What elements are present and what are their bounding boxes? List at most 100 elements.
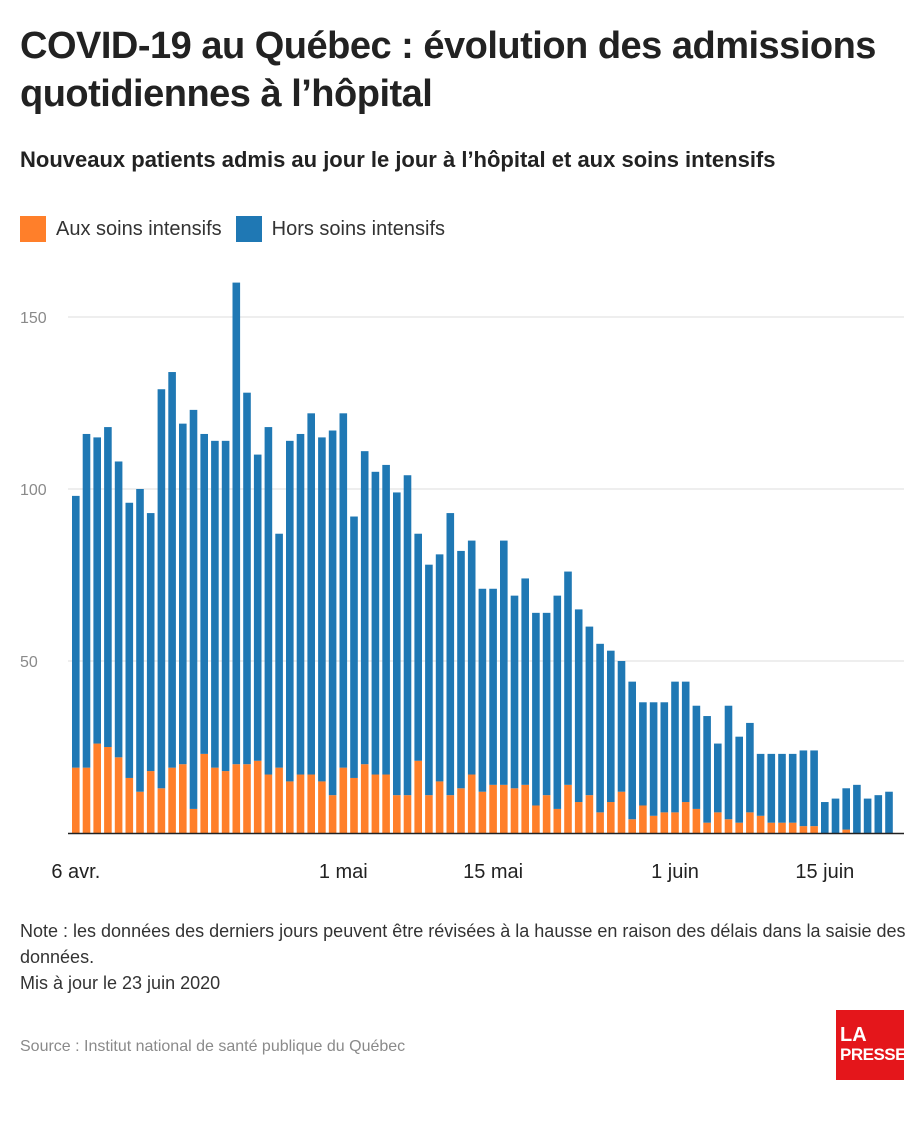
bar-icu xyxy=(617,791,626,833)
bar-chart: 50 100 150 6 avr. 1 mai 15 mai 1 juin 15 juin xyxy=(20,282,904,883)
bar-non-icu xyxy=(286,440,294,782)
bar-non-icu xyxy=(393,492,401,796)
bar-icu xyxy=(114,757,123,833)
bar-non-icu xyxy=(435,554,444,782)
bar-non-icu xyxy=(328,430,337,796)
bar-icu xyxy=(104,747,112,833)
bar-non-icu xyxy=(179,423,187,765)
bar-icu xyxy=(542,795,551,833)
bar-icu xyxy=(307,774,315,833)
bar-icu xyxy=(457,788,465,833)
bar-non-icu xyxy=(93,437,101,744)
bar-icu xyxy=(296,774,305,833)
bar-icu xyxy=(157,788,166,833)
bar-non-icu xyxy=(446,513,455,796)
bar-non-icu xyxy=(243,392,251,765)
bar-non-icu xyxy=(617,661,626,792)
bar-non-icu xyxy=(799,750,808,827)
bar-non-icu xyxy=(157,389,166,789)
bar-icu xyxy=(318,781,326,833)
bar-non-icu xyxy=(489,588,497,785)
bar-non-icu xyxy=(628,681,636,820)
bar-icu xyxy=(211,767,219,833)
la-presse-logo: LA PRESSE xyxy=(836,1010,906,1080)
bar-non-icu xyxy=(382,464,390,775)
bar-non-icu xyxy=(724,705,733,820)
y-tick-label: 100 xyxy=(20,482,47,499)
bar-icu xyxy=(82,767,91,833)
bar-icu xyxy=(168,767,176,833)
bar-icu xyxy=(639,805,647,833)
bar-icu xyxy=(425,795,433,833)
bar-icu xyxy=(724,819,733,833)
legend-swatch-non-icu xyxy=(235,216,262,242)
bar-icu xyxy=(842,829,850,833)
bar-non-icu xyxy=(200,433,208,754)
y-tick-label: 50 xyxy=(20,654,38,671)
bar-icu xyxy=(564,784,572,833)
bar-non-icu xyxy=(264,427,273,775)
bar-icu xyxy=(692,808,701,833)
bar-non-icu xyxy=(821,802,829,833)
bar-non-icu xyxy=(842,788,850,830)
bar-icu xyxy=(703,822,711,833)
bar-icu xyxy=(628,819,636,833)
legend-swatch-icu xyxy=(20,216,46,242)
bar-icu xyxy=(767,822,776,833)
x-tick-label: 15 mai xyxy=(463,861,523,883)
bar-non-icu xyxy=(339,413,348,768)
bar-non-icu xyxy=(72,495,80,768)
bar-icu xyxy=(799,826,808,833)
bar-non-icu xyxy=(467,540,476,775)
bar-non-icu xyxy=(360,451,369,765)
bar-non-icu xyxy=(350,516,358,778)
legend-item-non-icu: Hors soins intensifs xyxy=(235,216,445,242)
bar-icu xyxy=(360,764,369,833)
bar-non-icu xyxy=(275,533,283,768)
logo-line-2: PRESSE xyxy=(840,1045,906,1064)
bar-non-icu xyxy=(831,798,840,833)
bar-icu xyxy=(778,822,786,833)
bar-icu xyxy=(179,764,187,833)
bar-non-icu xyxy=(168,372,176,768)
bar-non-icu xyxy=(532,612,540,806)
bar-icu xyxy=(125,777,134,833)
bar-non-icu xyxy=(767,753,776,823)
bar-icu xyxy=(350,777,358,833)
bar-non-icu xyxy=(671,681,679,813)
bar-icu xyxy=(596,812,604,833)
bar-non-icu xyxy=(874,795,883,833)
bar-icu xyxy=(72,767,80,833)
bar-icu xyxy=(553,808,562,833)
bar-icu xyxy=(253,760,262,833)
bar-icu xyxy=(500,784,508,833)
bar-icu xyxy=(264,774,273,833)
logo-line-1: LA xyxy=(840,1024,867,1046)
bar-icu xyxy=(232,764,241,833)
bar-non-icu xyxy=(403,475,412,796)
bar-non-icu xyxy=(318,437,326,782)
bar-non-icu xyxy=(596,643,604,813)
chart-note: Note : les données des derniers jours pe… xyxy=(20,918,910,996)
bar-non-icu xyxy=(746,722,754,813)
bar-non-icu xyxy=(756,753,765,816)
bar-non-icu xyxy=(553,595,562,809)
x-tick-label: 15 juin xyxy=(795,861,854,883)
bar-icu xyxy=(532,805,540,833)
bar-icu xyxy=(382,774,390,833)
legend-label-icu: Aux soins intensifs xyxy=(56,217,222,240)
x-tick-label: 6 avr. xyxy=(51,861,100,883)
bar-icu xyxy=(746,812,754,833)
bar-icu xyxy=(756,815,765,833)
bar-non-icu xyxy=(649,702,658,816)
bar-non-icu xyxy=(863,798,872,833)
bar-non-icu xyxy=(296,433,305,775)
bar-icu xyxy=(521,784,529,833)
bar-icu xyxy=(735,822,743,833)
bar-non-icu xyxy=(810,750,818,827)
bar-icu xyxy=(93,743,101,833)
bar-non-icu xyxy=(189,409,198,809)
bar-non-icu xyxy=(104,427,112,747)
bar-icu xyxy=(393,795,401,833)
bar-icu xyxy=(489,784,497,833)
